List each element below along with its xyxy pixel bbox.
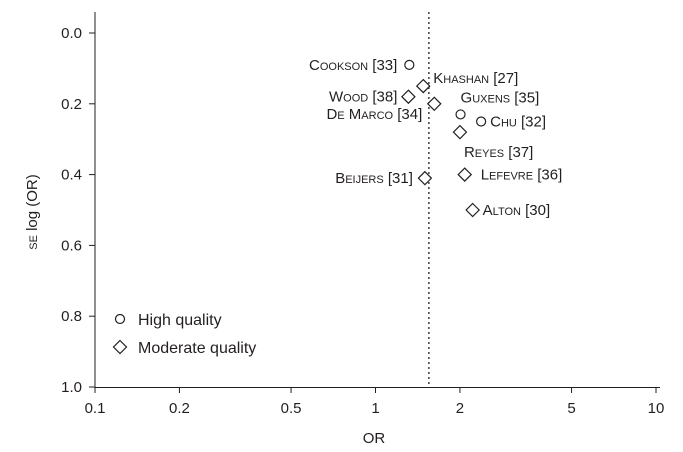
x-tick-label: 5 bbox=[567, 400, 575, 417]
point-alton-diamond bbox=[465, 202, 481, 218]
point-reyes-diamond bbox=[452, 124, 468, 140]
legend-circle-marker bbox=[114, 313, 126, 325]
y-tick-label: 0.8 bbox=[61, 308, 82, 325]
x-axis: 0.1 0.2 0.5 1 2 5 10 bbox=[85, 387, 665, 417]
x-tick-label: 0.1 bbox=[85, 400, 106, 417]
x-tick-label: 2 bbox=[456, 400, 464, 417]
legend-label-moderate-quality: Moderate quality bbox=[138, 340, 256, 357]
y-tick-label: 1.0 bbox=[61, 379, 82, 396]
point-label-khashan: Khashan [27] bbox=[433, 70, 518, 87]
x-tick-label: 0.2 bbox=[169, 400, 190, 417]
point-label-cookson: Cookson [33] bbox=[309, 57, 397, 74]
point-cookson-circle bbox=[404, 59, 415, 70]
x-tick-label: 0.5 bbox=[281, 400, 302, 417]
point-label-chu: Chu [32] bbox=[490, 114, 546, 131]
point-label-alton: Alton [30] bbox=[483, 202, 551, 219]
y-tick-label: 0.2 bbox=[61, 96, 82, 113]
y-axis: 0.0 0.2 0.4 0.6 0.8 1.0 bbox=[61, 12, 96, 396]
legend-diamond-marker bbox=[112, 339, 128, 355]
x-axis-title: OR bbox=[363, 430, 386, 447]
legend-label-high-quality: High quality bbox=[138, 312, 222, 329]
point-label-beijers: Beijers [31] bbox=[335, 170, 413, 187]
y-tick-label: 0.0 bbox=[61, 25, 82, 42]
point-label-guxens: Guxens [35] bbox=[461, 89, 540, 106]
point-chu-circle bbox=[476, 116, 487, 127]
y-axis-title: se log (OR) bbox=[24, 174, 41, 250]
point-labels: Cookson [33] Guxens [35] Chu [32] Khashan [… bbox=[309, 57, 562, 219]
x-tick-label: 1 bbox=[371, 400, 379, 417]
legend: High quality Moderate quality bbox=[112, 312, 256, 357]
point-guxens-circle bbox=[455, 109, 466, 120]
point-beijers-diamond bbox=[417, 170, 433, 186]
point-lefevre-diamond bbox=[457, 167, 473, 182]
point-label-reyes: Reyes [37] bbox=[464, 144, 533, 161]
point-khashan-diamond bbox=[415, 78, 431, 94]
data-points bbox=[401, 59, 487, 218]
x-tick-label: 10 bbox=[648, 400, 665, 417]
point-label-wood: Wood [38] bbox=[329, 89, 397, 106]
y-tick-label: 0.4 bbox=[61, 167, 82, 184]
y-tick-label: 0.6 bbox=[61, 237, 82, 254]
point-label-de-marco: De Marco [34] bbox=[326, 106, 422, 123]
point-label-lefevre: Lefevre [36] bbox=[481, 167, 563, 184]
point-de-marco-diamond bbox=[426, 96, 442, 112]
point-wood-diamond bbox=[401, 89, 416, 105]
